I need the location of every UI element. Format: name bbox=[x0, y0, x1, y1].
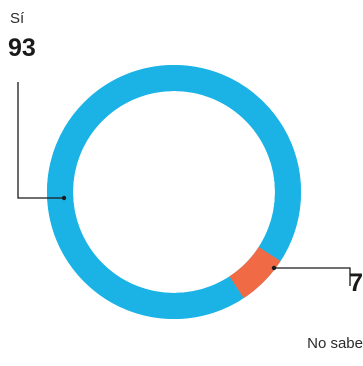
slice-no-sabe bbox=[46, 64, 301, 319]
slice-label-si: Sí bbox=[10, 10, 25, 27]
slice-si bbox=[47, 65, 301, 319]
slice-value-no-sabe: 7 bbox=[349, 269, 363, 297]
slice-label-no-sabe: No sabe bbox=[307, 335, 363, 352]
donut-slices bbox=[46, 64, 301, 319]
slice-value-si: 93 bbox=[8, 34, 36, 62]
leader-dot-no-sabe bbox=[271, 265, 277, 271]
leader-line-si bbox=[17, 82, 64, 199]
leader-line-no-sabe bbox=[274, 267, 351, 286]
leader-dot-si bbox=[61, 195, 67, 201]
